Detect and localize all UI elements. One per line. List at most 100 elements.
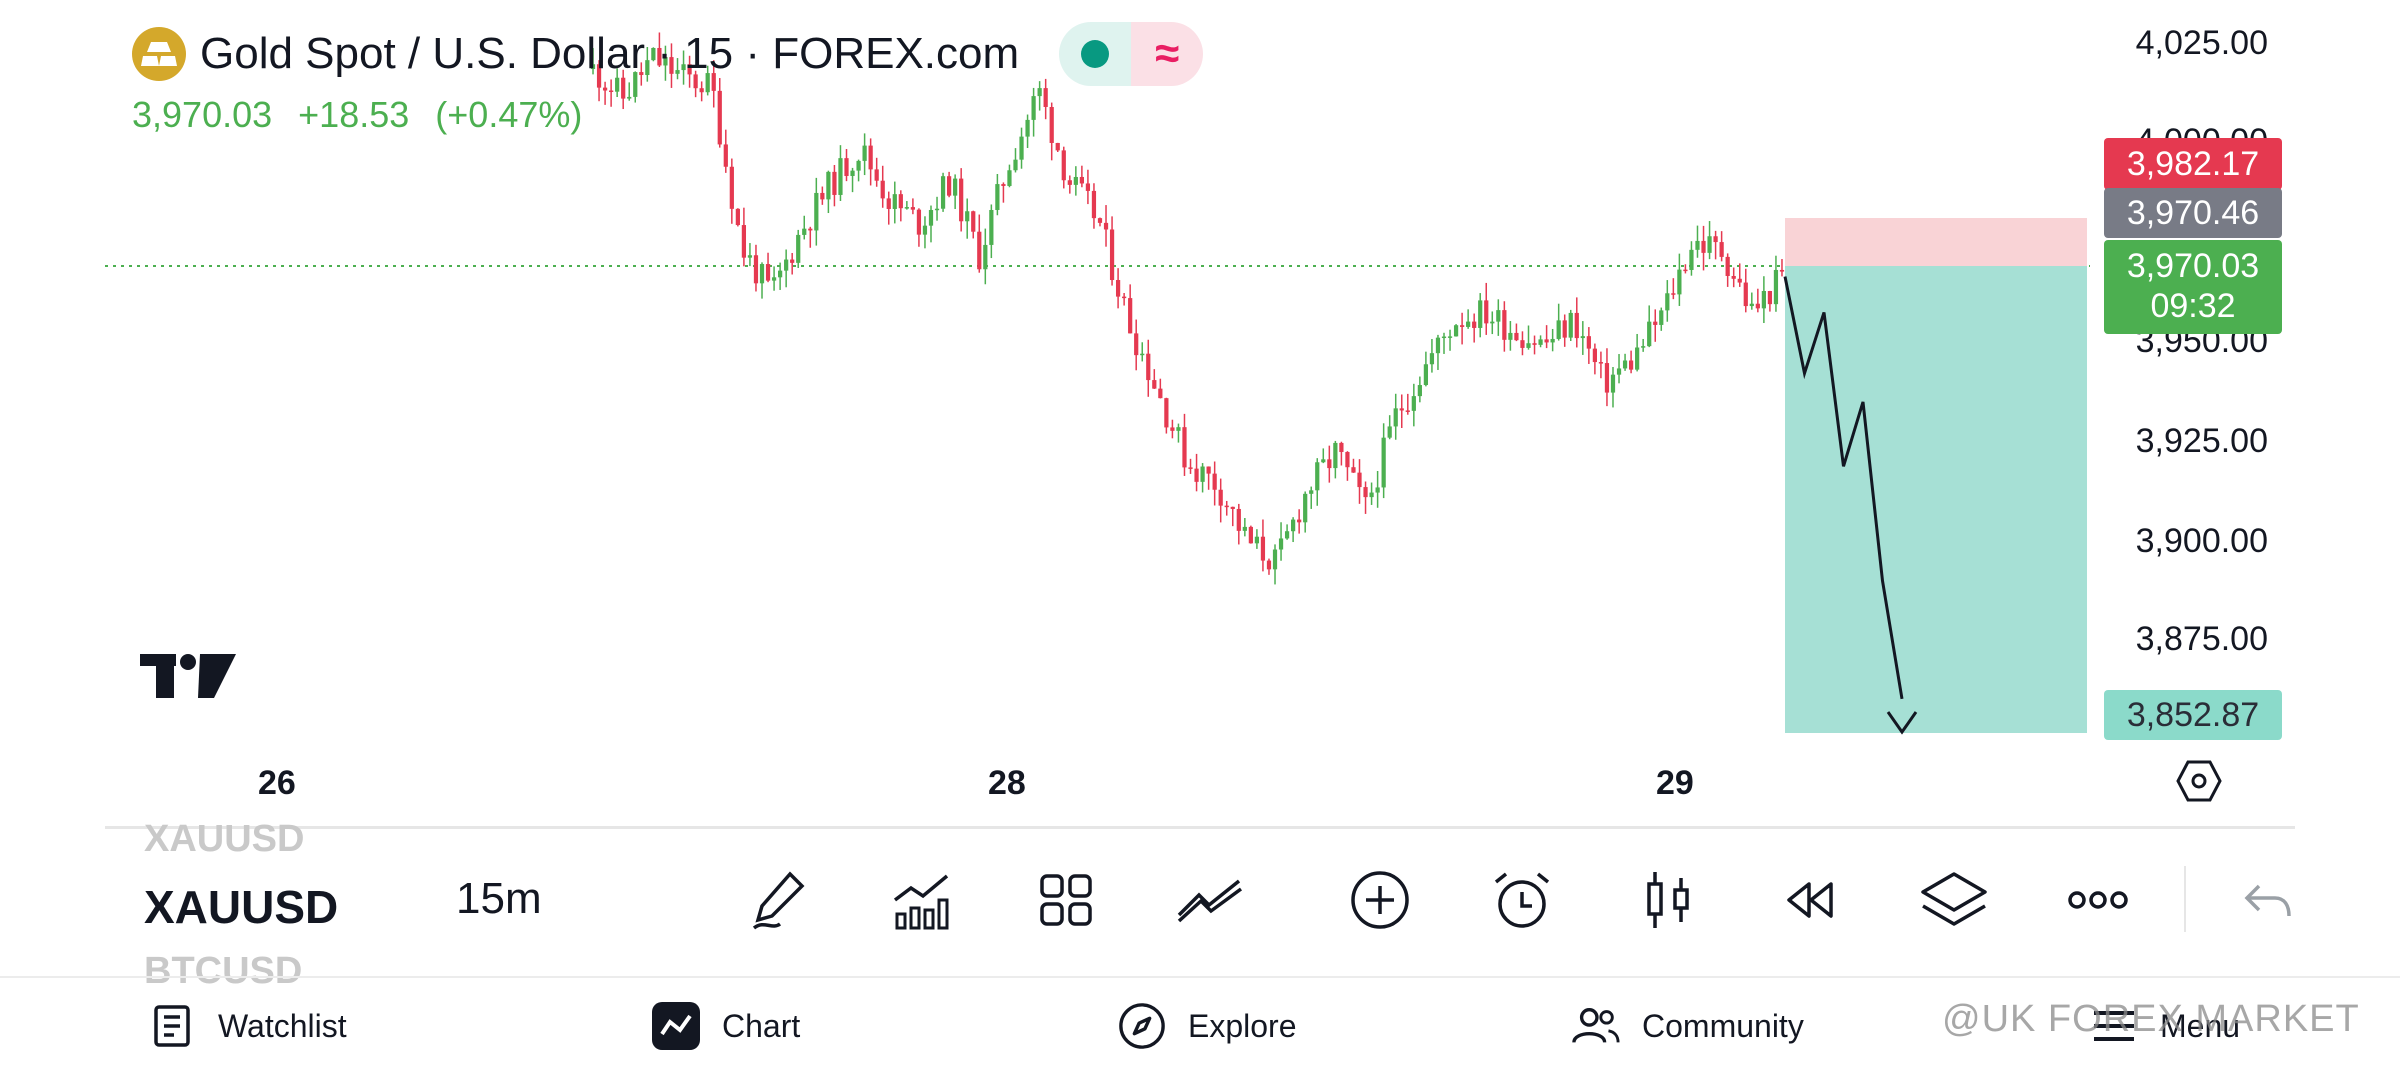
more-button[interactable] (2062, 864, 2134, 936)
candle-body (880, 180, 885, 199)
symbol-header[interactable]: Gold Spot / U.S. Dollar · 15 · FOREX.com… (132, 22, 1204, 86)
time-axis-label: 26 (258, 764, 296, 802)
symbol-title[interactable]: Gold Spot / U.S. Dollar · 15 · FOREX.com (200, 29, 1020, 78)
candle-body (687, 64, 692, 75)
candle-body (910, 207, 916, 210)
watermark: @UK FOREX MARKET (1942, 998, 2360, 1040)
plus-circle-icon (1351, 871, 1409, 929)
candle-body (1158, 388, 1163, 399)
layouts-button[interactable] (1030, 864, 1102, 936)
candle-body (1622, 360, 1628, 369)
candle-body (1544, 339, 1549, 343)
candle-body (814, 192, 819, 231)
candle-body (1574, 312, 1579, 339)
candle-body (1345, 452, 1350, 468)
candle-body (946, 176, 952, 196)
candle-body (1230, 506, 1235, 509)
take-profit-tag: 3,852.87 (2104, 690, 2282, 740)
candle-body (802, 228, 807, 235)
candle-body (959, 178, 964, 222)
object-tree-button[interactable] (1918, 864, 1990, 936)
interval-selector[interactable]: 15m (456, 874, 542, 923)
nav-explore[interactable]: Explore (1118, 1002, 1297, 1050)
candle-body (741, 225, 747, 258)
candle-body (1490, 321, 1495, 324)
indicators-button[interactable] (886, 864, 958, 936)
price-axis-label: 3,900.00 (2135, 522, 2268, 560)
candle-body (1695, 240, 1700, 250)
nav-community[interactable]: Community (1572, 1002, 1804, 1050)
candle-body (1001, 184, 1006, 186)
candle-body (971, 211, 976, 232)
price-chart[interactable] (0, 0, 2400, 820)
candle-body (1616, 368, 1622, 375)
candle-body (675, 70, 680, 74)
nav-menu[interactable]: Menu (2090, 1002, 2240, 1050)
rewind-icon (1787, 882, 1833, 918)
candle-body (1779, 269, 1785, 272)
symbol-selector[interactable]: XAUUSD (144, 881, 339, 933)
candle-body (1435, 337, 1441, 354)
candle-body (1152, 380, 1157, 389)
candle-body (1459, 325, 1465, 327)
candle-body (886, 198, 891, 209)
candle-body (1387, 426, 1392, 438)
market-status[interactable]: ≈ (1059, 22, 1204, 86)
indicators-icon (893, 874, 949, 930)
drawing-tool-button[interactable] (744, 864, 816, 936)
candle-body (1188, 467, 1193, 469)
candle-body (771, 277, 777, 281)
undo-button[interactable] (2232, 864, 2304, 936)
alert-button[interactable] (1486, 864, 1558, 936)
symbol-prev[interactable]: XAUUSD (144, 818, 305, 860)
candle-body (1212, 473, 1217, 490)
candle-body (1140, 353, 1145, 356)
nav-chart[interactable]: Chart (652, 1002, 800, 1050)
candle-body (1278, 538, 1284, 550)
chart-type-button[interactable] (1632, 864, 1704, 936)
candle-body (1122, 296, 1127, 299)
candle-body (856, 160, 861, 171)
stop-loss-zone (1785, 218, 2087, 266)
tradingview-logo-icon[interactable] (140, 652, 236, 705)
candle-body (1526, 343, 1531, 348)
candle-body (657, 47, 662, 66)
candle-body (681, 64, 686, 71)
candle-body (1514, 332, 1519, 341)
candle-body (639, 72, 644, 76)
candle-body (838, 158, 843, 195)
symbol-next[interactable]: BTCUSD (144, 950, 303, 992)
nav-watchlist[interactable]: Watchlist (148, 1002, 347, 1050)
candle-body (922, 225, 928, 235)
candle-body (1291, 519, 1296, 532)
candle-body (1260, 536, 1266, 561)
nav-explore-label: Explore (1188, 1007, 1297, 1044)
candle-body (1037, 88, 1042, 97)
candle-body (1085, 183, 1091, 191)
candle-body (1761, 291, 1766, 309)
compare-button[interactable] (1174, 864, 1246, 936)
compass-icon (1118, 1002, 1166, 1050)
candle-body (645, 60, 650, 76)
candle-body (1321, 459, 1326, 463)
candle-body (1236, 508, 1241, 531)
candle-body (1025, 119, 1030, 137)
candle-body (1773, 269, 1779, 305)
chart-settings-icon[interactable] (2176, 758, 2222, 809)
layers-icon (1921, 872, 1987, 926)
candle-body (874, 169, 879, 181)
replay-button[interactable] (1774, 864, 1846, 936)
candle-body (1496, 310, 1501, 322)
current-price-tag: 3,970.03 09:32 (2104, 240, 2282, 334)
add-button[interactable] (1344, 864, 1416, 936)
projection-path (1783, 276, 1904, 700)
candle-body (663, 57, 668, 66)
candle-body (1134, 333, 1139, 356)
candle-body (977, 231, 982, 270)
candle-body (1411, 396, 1416, 411)
candle-body (953, 178, 958, 196)
candle-body (1671, 293, 1676, 295)
candle-body (735, 208, 740, 226)
candle-body (1737, 278, 1742, 283)
candle-body (1164, 398, 1169, 428)
